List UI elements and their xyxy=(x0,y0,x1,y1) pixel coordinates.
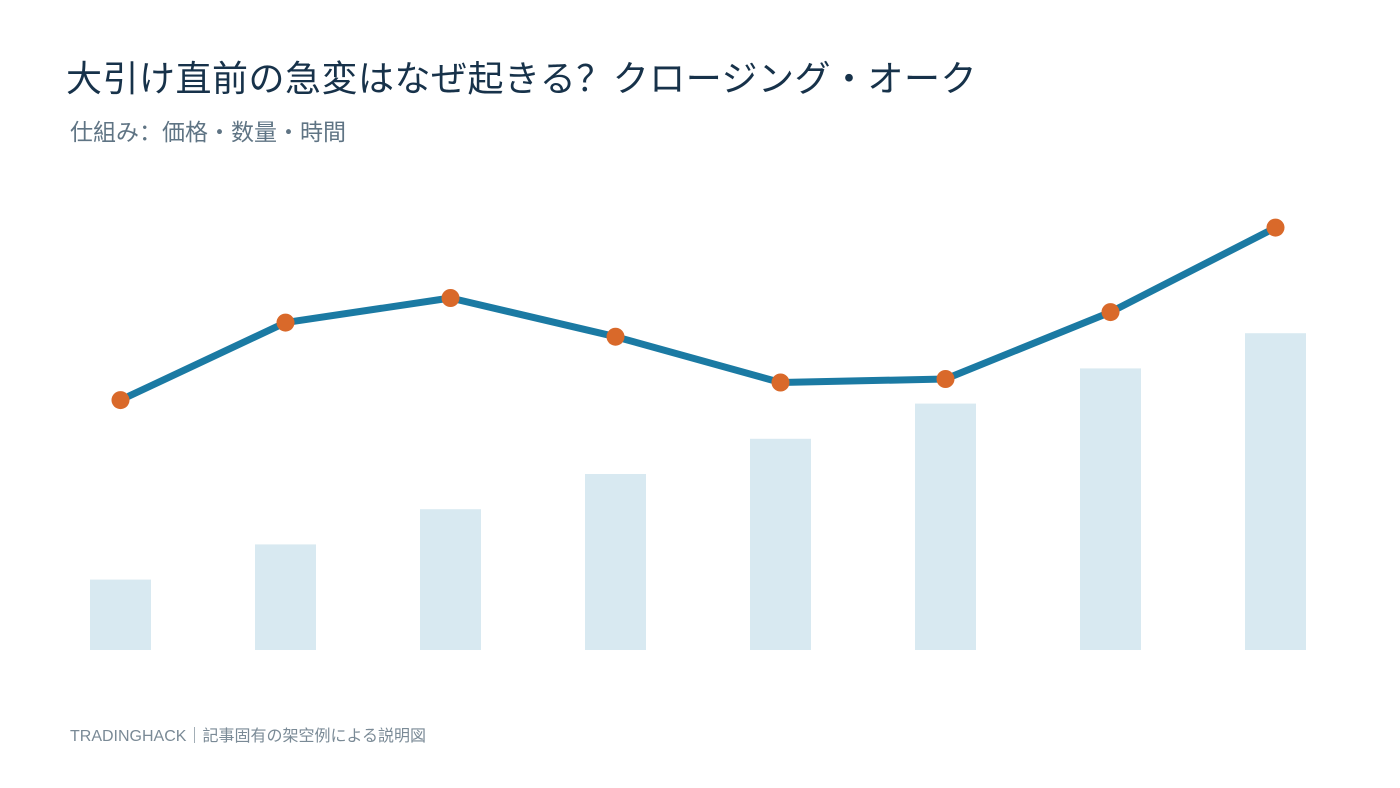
bar-5 xyxy=(750,438,811,650)
line-point-4 xyxy=(606,327,625,346)
bar-2 xyxy=(255,544,316,650)
line-point-6 xyxy=(936,370,955,388)
bar-1 xyxy=(90,579,151,650)
bar-3 xyxy=(420,509,481,650)
line-point-1 xyxy=(111,391,130,410)
bar-7 xyxy=(1080,368,1141,650)
bar-4 xyxy=(585,474,646,650)
line-point-2 xyxy=(276,313,295,332)
bar-6 xyxy=(915,403,976,650)
line-point-8 xyxy=(1266,218,1285,237)
bar-series xyxy=(90,333,1306,650)
bar-8 xyxy=(1245,333,1306,650)
line-point-5 xyxy=(771,373,790,392)
page-title: 大引け直前の急変はなぜ起きる？クロージング・オーク xyxy=(66,59,978,100)
line-point-3 xyxy=(441,289,460,307)
line-point-7 xyxy=(1101,303,1120,322)
line-markers xyxy=(111,218,1285,410)
line-path xyxy=(117,224,1279,404)
line-series xyxy=(117,224,1279,404)
footer-credit: TRADINGHACK｜記事固有の架空例による説明図 xyxy=(70,728,426,745)
page-subtitle: 仕組み：価格・数量・時間 xyxy=(70,120,346,146)
